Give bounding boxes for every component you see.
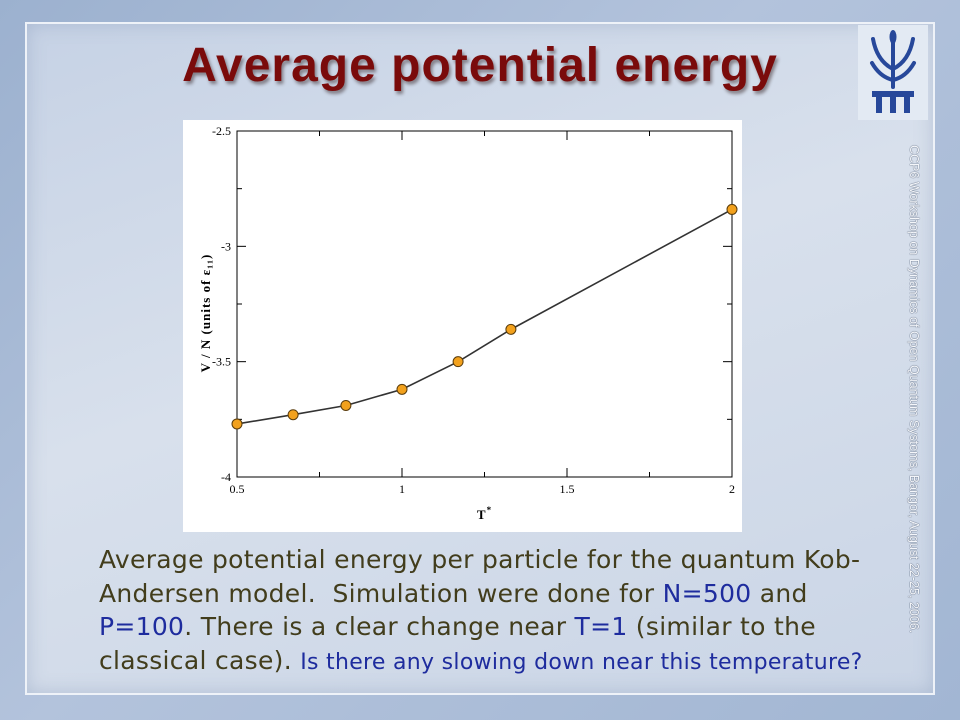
x-axis-label: T* xyxy=(477,505,492,522)
caption-highlight: N=500 xyxy=(662,578,752,608)
y-tick-label: -3.5 xyxy=(212,355,231,369)
x-tick-label: 1.5 xyxy=(560,482,575,496)
x-tick-label: 1 xyxy=(399,482,405,496)
x-tick-label: 0.5 xyxy=(230,482,245,496)
caption-text: Average potential energy per particle fo… xyxy=(99,545,861,574)
caption-highlight: T=1 xyxy=(574,612,628,641)
plot-frame xyxy=(236,130,733,478)
slide-title: Average potential energy xyxy=(182,39,778,92)
series-line xyxy=(236,208,733,425)
caption-line: Andersen model. Simulation were done for… xyxy=(99,577,899,611)
chart-svg: 0.5 1 1.5 2 -4 -3.5 -3 -2.5 T* V / N (units of ε₁… xyxy=(198,124,738,522)
emblem-bud xyxy=(889,30,897,44)
data-point xyxy=(505,323,517,335)
x-tick-label: 2 xyxy=(729,482,735,496)
data-point xyxy=(287,409,299,421)
caption-highlight: P=100 xyxy=(99,612,185,641)
caption-line: P=100. There is a clear change near T=1 … xyxy=(99,610,899,644)
data-point xyxy=(726,203,738,215)
data-point xyxy=(231,418,243,430)
caption: Average potential energy per particle fo… xyxy=(99,543,899,677)
chart-figure: 0.5 1 1.5 2 -4 -3.5 -3 -2.5 T* V / N (units of ε₁… xyxy=(183,120,742,532)
caption-line: Average potential energy per particle fo… xyxy=(99,543,899,577)
y-tick-label: -3 xyxy=(221,239,231,253)
caption-text: (similar to the xyxy=(627,612,816,641)
caption-text: Andersen model. Simulation were done for xyxy=(99,578,663,608)
data-point xyxy=(452,356,464,368)
caption-text: classical case). xyxy=(99,645,301,675)
emblem-leaves xyxy=(870,37,916,89)
caption-line: classical case). Is there any slowing do… xyxy=(99,644,899,678)
y-tick-label: -4 xyxy=(221,470,231,484)
y-tick-label: -2.5 xyxy=(212,124,231,138)
caption-text: and xyxy=(751,578,808,608)
y-axis-label: V / N (units of ε₁₁) xyxy=(198,254,213,373)
emblem-base xyxy=(872,91,914,113)
university-emblem-icon xyxy=(870,30,916,113)
caption-text: . There is a clear change near xyxy=(184,612,575,641)
data-point xyxy=(340,399,352,411)
conference-footer: CCP6 Workshop on Dynamics of Open Quantu… xyxy=(907,145,921,634)
data-point xyxy=(396,383,408,395)
caption-question: Is there any slowing down near this temp… xyxy=(300,649,863,675)
university-logo xyxy=(858,25,928,120)
